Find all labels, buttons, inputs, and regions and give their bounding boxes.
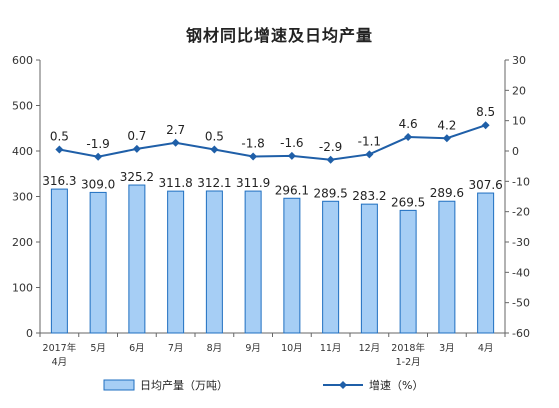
y-left-tick-label: 400 — [12, 145, 33, 158]
bar-value-label: 309.0 — [81, 177, 115, 191]
y-left-tick-label: 100 — [12, 282, 33, 295]
x-tick-label: 5月 — [90, 343, 106, 354]
bar — [360, 203, 378, 334]
y-left-tick-label: 200 — [12, 236, 33, 249]
y-right-tick-label: -60 — [512, 327, 530, 340]
y-right-tick-label: -30 — [512, 236, 530, 249]
line-value-label: 4.2 — [437, 118, 456, 132]
line-value-label: 2.7 — [166, 123, 185, 137]
y-right-tick-label: -20 — [512, 206, 530, 219]
line-point — [210, 145, 219, 154]
line-value-label: 8.5 — [476, 105, 495, 119]
line-value-label: 0.5 — [205, 129, 224, 143]
y-right-tick-label: 30 — [512, 54, 526, 67]
legend-bar-swatch — [103, 379, 135, 391]
bar — [322, 200, 340, 334]
bar — [128, 184, 146, 334]
bar-value-label: 316.3 — [42, 174, 76, 188]
line-value-label: -2.9 — [319, 140, 342, 154]
bar-value-label: 312.1 — [197, 176, 231, 190]
chart-title: 钢材同比增速及日均产量 — [185, 26, 373, 45]
bar — [89, 191, 107, 334]
bar-value-label: 307.6 — [468, 178, 502, 192]
line-value-label: 4.6 — [399, 117, 418, 131]
y-left-tick-label: 500 — [12, 100, 33, 113]
x-tick-label: 12月 — [359, 343, 381, 354]
x-tick-label: 8月 — [207, 343, 223, 354]
x-tick-label: 3月 — [439, 343, 455, 354]
bar-value-label: 283.2 — [352, 189, 386, 203]
y-left-tick-label: 300 — [12, 191, 33, 204]
bar-value-label: 311.9 — [236, 176, 270, 190]
line-value-label: -1.6 — [280, 136, 303, 150]
y-right-tick-label: -10 — [512, 175, 530, 188]
x-tick-label: 7月 — [168, 343, 184, 354]
bar-value-label: 289.5 — [313, 186, 347, 200]
line-point — [365, 150, 374, 159]
y-right-tick-label: 10 — [512, 115, 526, 128]
line-point — [326, 155, 335, 164]
x-tick-label: 1-2月 — [396, 357, 421, 368]
line-value-label: 0.7 — [127, 129, 146, 143]
line-point — [481, 121, 490, 130]
y-left-tick-label: 0 — [26, 327, 33, 340]
line-point — [55, 145, 64, 154]
line-point — [171, 138, 180, 147]
y-right-tick-label: 20 — [512, 84, 526, 97]
line-point — [404, 133, 413, 142]
bar — [283, 197, 301, 334]
line-point — [442, 134, 451, 143]
bar-value-label: 296.1 — [275, 183, 309, 197]
y-right-tick-label: -40 — [512, 266, 530, 279]
line-value-label: -1.8 — [241, 136, 264, 150]
y-left-tick-label: 600 — [12, 54, 33, 67]
x-tick-label: 6月 — [129, 343, 145, 354]
bar — [244, 190, 262, 334]
line-value-label: 0.5 — [50, 129, 69, 143]
bar-value-label: 325.2 — [120, 170, 154, 184]
x-tick-label: 9月 — [245, 343, 261, 354]
line-point — [132, 144, 141, 153]
bar — [438, 200, 456, 334]
legend-bar-label: 日均产量（万吨） — [140, 378, 228, 392]
line-value-label: -1.9 — [86, 137, 109, 151]
bar-value-label: 311.8 — [158, 176, 192, 190]
x-tick-label: 2018年 — [391, 342, 425, 354]
x-tick-label: 4月 — [52, 357, 68, 368]
line-value-label: -1.1 — [358, 134, 381, 148]
line-point — [287, 151, 296, 160]
bar-value-label: 269.5 — [391, 195, 425, 209]
y-right-tick-label: 0 — [512, 145, 519, 158]
x-tick-label: 4月 — [478, 343, 494, 354]
bar — [205, 190, 223, 334]
x-tick-label: 11月 — [320, 343, 342, 354]
x-tick-label: 10月 — [281, 343, 303, 354]
bar — [50, 188, 68, 334]
line-point — [94, 152, 103, 161]
legend-line-marker — [339, 381, 347, 389]
y-right-tick-label: -50 — [512, 297, 530, 310]
legend-line-label: 增速（%） — [369, 378, 423, 392]
bar — [477, 192, 495, 334]
line-point — [249, 152, 258, 161]
bar — [399, 209, 417, 334]
bar — [167, 190, 185, 334]
line-series — [59, 124, 486, 161]
x-tick-label: 2017年 — [43, 342, 77, 354]
bar-value-label: 289.6 — [430, 186, 464, 200]
